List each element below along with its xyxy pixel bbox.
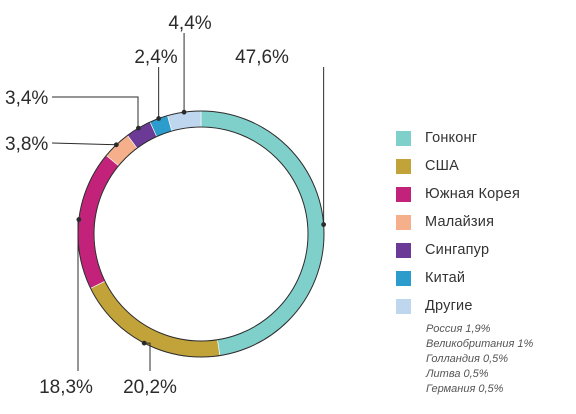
slice-сша [90,280,221,358]
legend-label: Сингапур [425,242,490,258]
legend-swatch [396,130,411,146]
legend-swatch [396,242,411,258]
leader-dot-сша [141,340,147,346]
legend-swatch [396,270,411,286]
annotation-line: Литва 0,5% [426,368,489,380]
legend: Гонконг США Южная Корея Малайзия Сингапур Кит… [396,124,571,320]
annotation-line: Великобритания 1% [426,338,534,350]
data-label-малайзия: 3,8% [5,134,48,155]
legend-swatch [396,158,411,174]
data-label-гонконг: 47,6% [235,47,289,68]
slice-южная-корея [77,155,120,289]
legend-item-сша: США [396,152,571,180]
donut-slices [77,110,325,358]
legend-item-малайзия: Малайзия [396,208,571,236]
legend-swatch [396,214,411,230]
data-labels: 47,6% 20,2% 18,3% 3,8% 3,4% 2,4% 4,4% [5,13,289,398]
leader-line-сингапур [52,96,139,129]
data-label-китай: 2,4% [134,47,177,68]
leader-dot-китай [156,116,162,121]
data-label-сша: 20,2% [123,377,177,398]
annotation-line: Германия 0,5% [426,383,504,395]
leader-lines [51,33,327,371]
leader-dot-сингапур [136,125,141,131]
data-label-другие: 4,4% [168,13,211,34]
leader-dot-малайзия [113,142,119,148]
leader-line-малайзия [51,142,117,146]
legend-item-другие: Другие [396,292,571,320]
legend-label: США [425,158,460,174]
others-breakdown: Россия 1,9% Великобритания 1% Голландия 0,… [426,322,576,397]
leader-line-сша [144,342,151,371]
legend-label: Китай [425,270,466,286]
data-label-сингапур: 3,4% [5,88,48,109]
leader-dot-гонконг [321,222,327,227]
annotation-line: Голландия 0,5% [426,353,509,365]
ring-inner-edge [93,126,309,342]
legend-label: Южная Корея [425,186,520,202]
legend-label: Другие [425,298,473,314]
legend-item-сингапур: Сингапур [396,236,571,264]
legend-swatch [396,186,411,202]
legend-label: Гонконг [425,130,478,146]
leader-dot-другие [181,109,187,115]
legend-item-южная-корея: Южная Корея [396,180,571,208]
legend-swatch [396,298,411,314]
legend-label: Малайзия [425,214,495,230]
slice-гонконг [200,110,325,356]
legend-item-гонконг: Гонконг [396,124,571,152]
leader-dot-южная-корея [76,217,82,222]
annotation-line: Россия 1,9% [426,323,491,335]
legend-item-китай: Китай [396,264,571,292]
data-label-южная-корея: 18,3% [39,377,93,398]
